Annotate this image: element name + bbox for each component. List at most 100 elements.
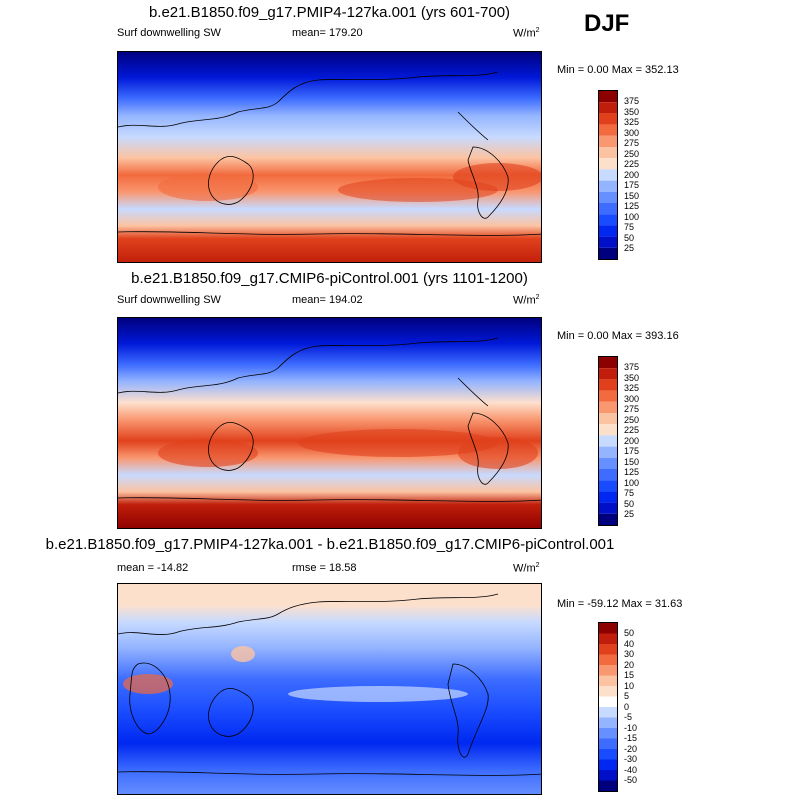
- cb1-swatch-10: [599, 191, 617, 203]
- cb1-tick: 125: [624, 201, 640, 211]
- panel-1-field: [118, 52, 541, 262]
- cb2-swatch-2: [599, 368, 617, 380]
- panel-3-colorbar-ticks: 50 40 30 20 15 10 5 0 -5 -10 -15 -20 -30…: [624, 628, 637, 786]
- panel-1-map: [117, 51, 542, 263]
- cb2-tick: 375: [624, 362, 640, 372]
- panel-2-colorbar-svg: [599, 357, 617, 525]
- panel-3-units: W/m2: [513, 562, 540, 575]
- cb2-swatch-4: [599, 390, 617, 402]
- cb3-swatch-10: [599, 717, 617, 728]
- panel-2-units: W/m2: [513, 294, 540, 307]
- cb2-tick: 25: [624, 509, 635, 519]
- cb2-tick: 250: [624, 414, 640, 425]
- cb3-tick: 10: [624, 680, 635, 691]
- cb3-tick: -50: [624, 775, 638, 785]
- cb3-swatch-7: [599, 686, 617, 697]
- cb1-tick: 25: [624, 243, 635, 253]
- cb2-swatch-6: [599, 413, 617, 425]
- panel-1-map-svg: [118, 52, 541, 262]
- panel-2-mean-label: mean= 194.02: [292, 294, 363, 306]
- cb3-swatch-11: [599, 728, 617, 739]
- panel-3-map-svg: [118, 584, 541, 794]
- cb1-swatch-13: [599, 225, 617, 237]
- cb2-tick: 225: [624, 425, 640, 435]
- cb2-swatch-9: [599, 446, 617, 458]
- cb3-swatch-3: [599, 644, 617, 655]
- cb1-swatch-3: [599, 113, 617, 125]
- panel-2-colorbar: [598, 356, 618, 526]
- cb1-tick: 300: [624, 127, 640, 138]
- cb1-swatch-6: [599, 147, 617, 159]
- panel-1-australia-max: [158, 173, 258, 201]
- cb3-tick: -20: [624, 743, 638, 754]
- cb2-tick: 150: [624, 456, 640, 467]
- cb2-tick: 200: [624, 435, 640, 446]
- cb1-tick: 350: [624, 106, 640, 117]
- panel-3-asia-positive: [231, 646, 255, 662]
- cb2-tick: 125: [624, 467, 640, 477]
- cb1-tick: 50: [624, 232, 635, 243]
- panel-1-coastlines: [118, 71, 541, 236]
- cb1-swatch-12: [599, 214, 617, 226]
- cb3-tick: -10: [624, 722, 638, 733]
- cb3-swatch-6: [599, 675, 617, 686]
- cb3-tick: 20: [624, 659, 635, 670]
- cb1-swatch-14: [599, 236, 617, 248]
- panel-3-title: b.e21.B1850.f09_g17.PMIP4-127ka.001 - b.…: [45, 536, 615, 553]
- cb2-tick: 100: [624, 477, 640, 488]
- cb2-swatch-12: [599, 480, 617, 492]
- panel-3-colorbar-svg: [599, 623, 617, 791]
- panel-2-colorbar-ticks: 375 350 325 300 275 250 225 200 175 150 …: [624, 362, 639, 520]
- cb1-tick: 250: [624, 148, 640, 159]
- cb1-tick: 200: [624, 169, 640, 180]
- panel-3-coastlines: [118, 593, 541, 776]
- panel-2-minmax: Min = 0.00 Max = 393.16: [557, 330, 679, 342]
- panel-2-south-pacific-band: [298, 429, 498, 457]
- panel-1-south-pacific-band: [338, 178, 498, 202]
- cb3-tick: 40: [624, 638, 635, 649]
- cb3-tick: -15: [624, 733, 638, 743]
- panel-1-title: b.e21.B1850.f09_g17.PMIP4-127ka.001 (yrs…: [148, 4, 511, 21]
- panel-1-minmax: Min = 0.00 Max = 352.13: [557, 64, 679, 76]
- cb2-tick: 350: [624, 372, 640, 383]
- cb2-swatch-5: [599, 401, 617, 413]
- cb2-tick: 175: [624, 446, 640, 456]
- cb3-swatch-2: [599, 633, 617, 644]
- cb2-swatch-15: [599, 513, 617, 525]
- cb1-swatch-11: [599, 203, 617, 215]
- cb2-tick: 300: [624, 393, 640, 404]
- cb2-swatch-14: [599, 502, 617, 514]
- cb3-swatch-9: [599, 707, 617, 718]
- panel-1-colorbar: [598, 90, 618, 260]
- cb2-swatch-10: [599, 457, 617, 469]
- panel-3-colorbar: [598, 622, 618, 792]
- cb2-swatch-11: [599, 469, 617, 481]
- panel-1-south-america-max: [453, 163, 541, 191]
- cb2-tick: 325: [624, 383, 640, 393]
- cb1-swatch-4: [599, 124, 617, 136]
- panel-1-units: W/m2: [513, 27, 540, 40]
- panel-1-colorbar-ticks: 375 350 325 300 275 250 225 200 175 150 …: [624, 96, 639, 254]
- cb1-tick: 100: [624, 211, 640, 222]
- cb1-tick: 225: [624, 159, 640, 169]
- cb1-tick: 75: [624, 222, 635, 232]
- cb3-swatch-14: [599, 759, 617, 770]
- cb1-swatch-5: [599, 135, 617, 147]
- cb3-swatch-8: [599, 696, 617, 707]
- cb1-swatch-2: [599, 102, 617, 114]
- cb3-tick: 50: [624, 628, 635, 638]
- panel-3-pacific-band: [288, 686, 468, 702]
- cb3-swatch-4: [599, 654, 617, 665]
- panel-3-mean-label: mean = -14.82: [117, 562, 189, 574]
- cb3-tick: 30: [624, 649, 635, 659]
- cb1-swatch-15: [599, 247, 617, 259]
- cb3-tick: 0: [624, 701, 630, 712]
- cb3-swatch-15: [599, 770, 617, 781]
- cb2-tick: 50: [624, 498, 635, 509]
- cb1-tick: 275: [624, 138, 640, 148]
- cb3-tick: -5: [624, 712, 633, 722]
- cb1-tick: 150: [624, 190, 640, 201]
- cb3-tick: 15: [624, 670, 635, 680]
- cb2-swatch-1: [599, 357, 617, 369]
- cb2-tick: 275: [624, 404, 640, 414]
